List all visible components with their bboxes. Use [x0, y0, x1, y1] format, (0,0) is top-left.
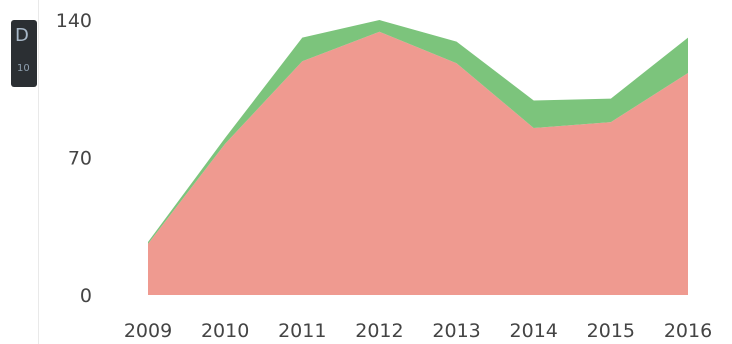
- sidebar-divider: [38, 0, 39, 344]
- area-layer: [148, 20, 688, 296]
- x-tick-label: 2016: [664, 320, 712, 342]
- area-series-1: [148, 31, 688, 296]
- sidebar-widget[interactable]: D 10: [11, 20, 37, 87]
- y-tick-label: 70: [68, 148, 92, 170]
- x-tick-label: 2011: [278, 320, 326, 342]
- x-tick-label: 2009: [124, 320, 172, 342]
- area-series-2: [148, 20, 688, 244]
- x-tick-label: 2015: [587, 320, 635, 342]
- x-axis-ticks: 2009 2010 2011 2012 2013 2014 2015 2016: [124, 320, 712, 342]
- y-tick-label: 140: [56, 10, 92, 32]
- x-tick-label: 2010: [201, 320, 249, 342]
- y-tick-label: 0: [80, 285, 92, 307]
- x-tick-label: 2013: [432, 320, 480, 342]
- y-axis-ticks: 0 70 140: [56, 10, 92, 307]
- sidebar-widget-label: 10: [17, 63, 30, 74]
- sidebar-widget-icon: D: [15, 25, 29, 46]
- x-tick-label: 2014: [510, 320, 558, 342]
- x-tick-label: 2012: [355, 320, 403, 342]
